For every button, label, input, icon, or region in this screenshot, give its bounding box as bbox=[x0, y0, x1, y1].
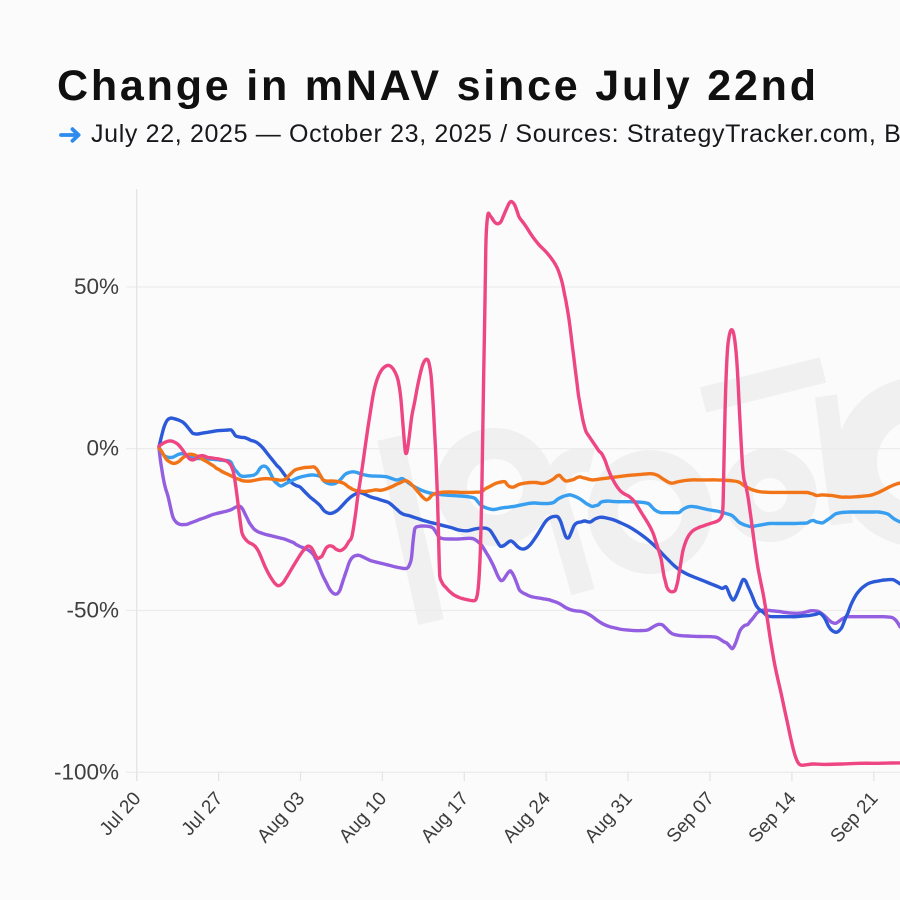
svg-text:Sep 07: Sep 07 bbox=[663, 788, 719, 847]
svg-text:Sep 21: Sep 21 bbox=[827, 788, 883, 847]
svg-text:50%: 50% bbox=[74, 274, 119, 299]
svg-text:Aug 31: Aug 31 bbox=[581, 788, 637, 847]
svg-text:Aug 17: Aug 17 bbox=[417, 788, 473, 847]
svg-text:Jul 20: Jul 20 bbox=[96, 788, 146, 840]
svg-text:Aug 03: Aug 03 bbox=[253, 788, 309, 847]
svg-text:Sep 14: Sep 14 bbox=[745, 788, 801, 847]
svg-text:Aug 10: Aug 10 bbox=[335, 788, 391, 847]
svg-text:Aug 24: Aug 24 bbox=[499, 788, 555, 847]
svg-text:Jul 27: Jul 27 bbox=[178, 788, 228, 840]
svg-text:0%: 0% bbox=[86, 436, 119, 461]
svg-text:-50%: -50% bbox=[66, 598, 119, 623]
svg-text:-100%: -100% bbox=[54, 759, 119, 784]
